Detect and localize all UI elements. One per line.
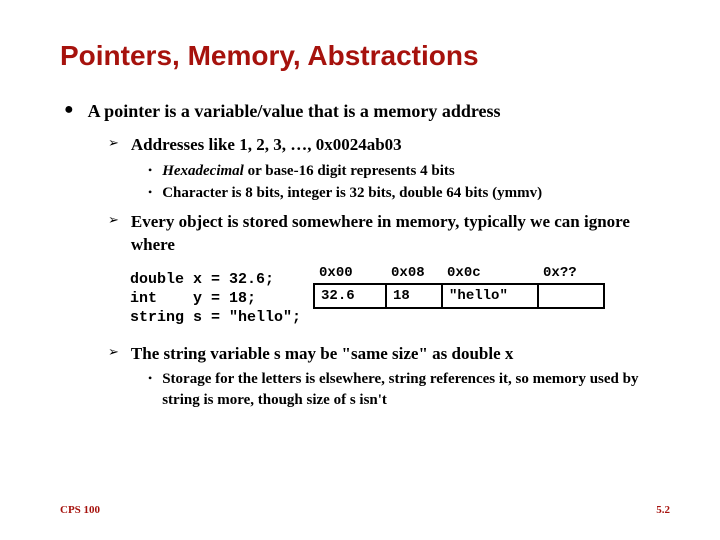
arrow-icon: ➢: [108, 210, 119, 230]
code-block: double x = 32.6; int y = 18; string s = …: [130, 271, 301, 327]
lvl2-text: Addresses like 1, 2, 3, …, 0x0024ab03: [131, 133, 402, 157]
slide-title: Pointers, Memory, Abstractions: [60, 40, 670, 72]
dot-icon: •: [148, 369, 152, 387]
arrow-icon: ➢: [108, 342, 119, 362]
memory-addresses: 0x00 0x08 0x0c 0x??: [313, 265, 605, 283]
slide: Pointers, Memory, Abstractions ● A point…: [0, 0, 720, 540]
addr-cell: 0x08: [385, 265, 441, 283]
lvl1-text: A pointer is a variable/value that is a …: [88, 100, 501, 123]
lvl2-text: Every object is stored somewhere in memo…: [131, 210, 670, 258]
addr-cell: 0x??: [537, 265, 601, 283]
addr-cell: 0x00: [313, 265, 385, 283]
mem-cell: 18: [387, 285, 443, 307]
italic-word: Hexadecimal: [162, 163, 244, 179]
bullet-lvl1: ● A pointer is a variable/value that is …: [60, 100, 670, 123]
bullet-lvl3: • Character is 8 bits, integer is 32 bit…: [148, 183, 670, 203]
memory-cells: 32.6 18 "hello": [313, 283, 605, 309]
footer-course: CPS 100: [60, 504, 100, 516]
memory-diagram: 0x00 0x08 0x0c 0x?? 32.6 18 "hello": [313, 265, 605, 309]
dot-icon: •: [148, 161, 152, 179]
bullet-lvl3: • Storage for the letters is elsewhere, …: [148, 369, 670, 410]
lvl3-text: Storage for the letters is elsewhere, st…: [162, 369, 670, 410]
bullet-lvl3: • Hexadecimal or base-16 digit represent…: [148, 161, 670, 181]
lvl3-text: Hexadecimal or base-16 digit represents …: [162, 161, 455, 181]
mem-cell: 32.6: [315, 285, 387, 307]
dot-icon: •: [148, 183, 152, 201]
bullet-lvl2: ➢ Every object is stored somewhere in me…: [108, 210, 670, 258]
addr-cell: 0x0c: [441, 265, 537, 283]
lvl3-text: Character is 8 bits, integer is 32 bits,…: [162, 183, 542, 203]
lvl2-text: The string variable s may be "same size"…: [131, 342, 513, 366]
bullet-lvl2: ➢ The string variable s may be "same siz…: [108, 342, 670, 366]
lvl3-text-tail: or base-16 digit represents 4 bits: [244, 163, 455, 179]
mem-cell: "hello": [443, 285, 539, 307]
bullet-lvl2: ➢ Addresses like 1, 2, 3, …, 0x0024ab03: [108, 133, 670, 157]
disc-icon: ●: [64, 100, 74, 119]
code-and-memory: double x = 32.6; int y = 18; string s = …: [60, 263, 670, 335]
mem-cell: [539, 285, 603, 307]
footer-page: 5.2: [656, 504, 670, 516]
arrow-icon: ➢: [108, 133, 119, 153]
